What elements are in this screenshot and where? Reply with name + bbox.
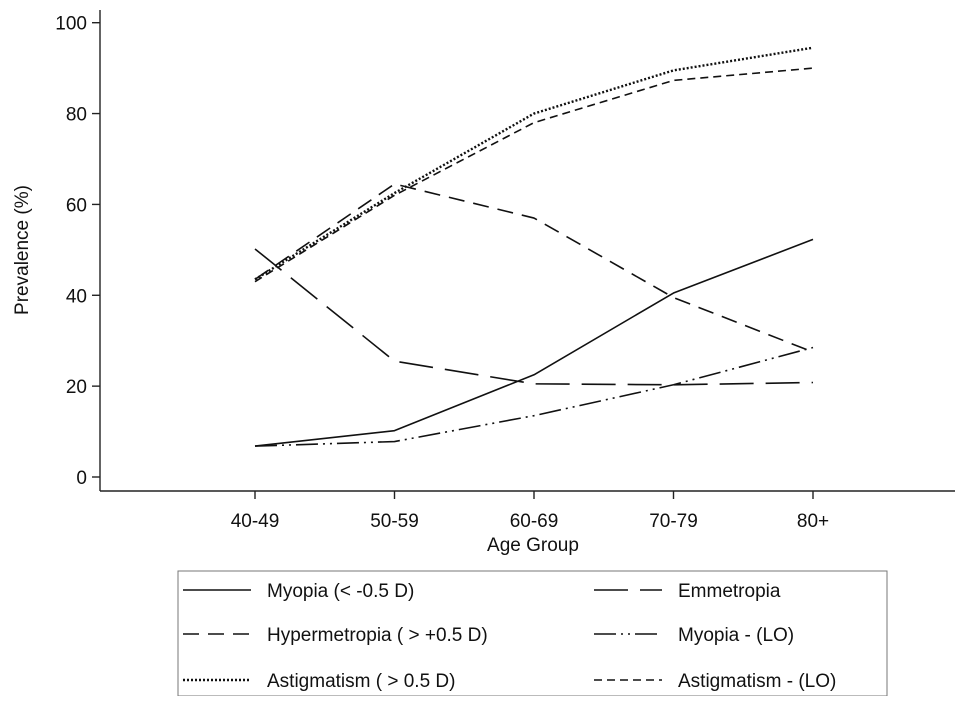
series-line-4 <box>254 346 814 447</box>
legend: Myopia (< -0.5 D) Emmetropia Hypermetropia… <box>177 570 888 697</box>
legend-label-4: Myopia - (LO) <box>678 625 794 646</box>
legend-label-5: Astigmatism ( > 0.5 D) <box>267 671 455 692</box>
y-tick-label: 0 <box>76 468 87 489</box>
series-line-3 <box>254 183 814 353</box>
legend-label-3: Hypermetropia ( > +0.5 D) <box>267 625 488 646</box>
series-line-5 <box>254 46 814 281</box>
y-tick-label: 40 <box>66 286 87 307</box>
y-axis-title: Prevalence (%) <box>12 185 33 315</box>
x-tick-label: 40-49 <box>231 511 280 532</box>
x-axis-title: Age Group <box>487 535 579 556</box>
series-line-2 <box>254 248 814 386</box>
x-tick-label: 80+ <box>797 511 829 532</box>
series-line-6 <box>254 67 814 283</box>
y-tick-label: 60 <box>66 195 87 216</box>
legend-label-1: Myopia (< -0.5 D) <box>267 581 414 602</box>
y-tick-label: 80 <box>66 105 87 126</box>
x-tick-label: 70-79 <box>649 511 698 532</box>
x-tick-label: 60-69 <box>510 511 559 532</box>
legend-label-6: Astigmatism - (LO) <box>678 671 836 692</box>
y-tick-label: 100 <box>55 14 87 35</box>
legend-label-2: Emmetropia <box>678 581 781 602</box>
series-line-1 <box>254 238 814 447</box>
y-tick-label: 20 <box>66 377 87 398</box>
x-tick-label: 50-59 <box>370 511 419 532</box>
plot-area: 0 20 40 60 80 100 40-49 50-59 60-69 70-79 80+ <box>55 10 955 532</box>
